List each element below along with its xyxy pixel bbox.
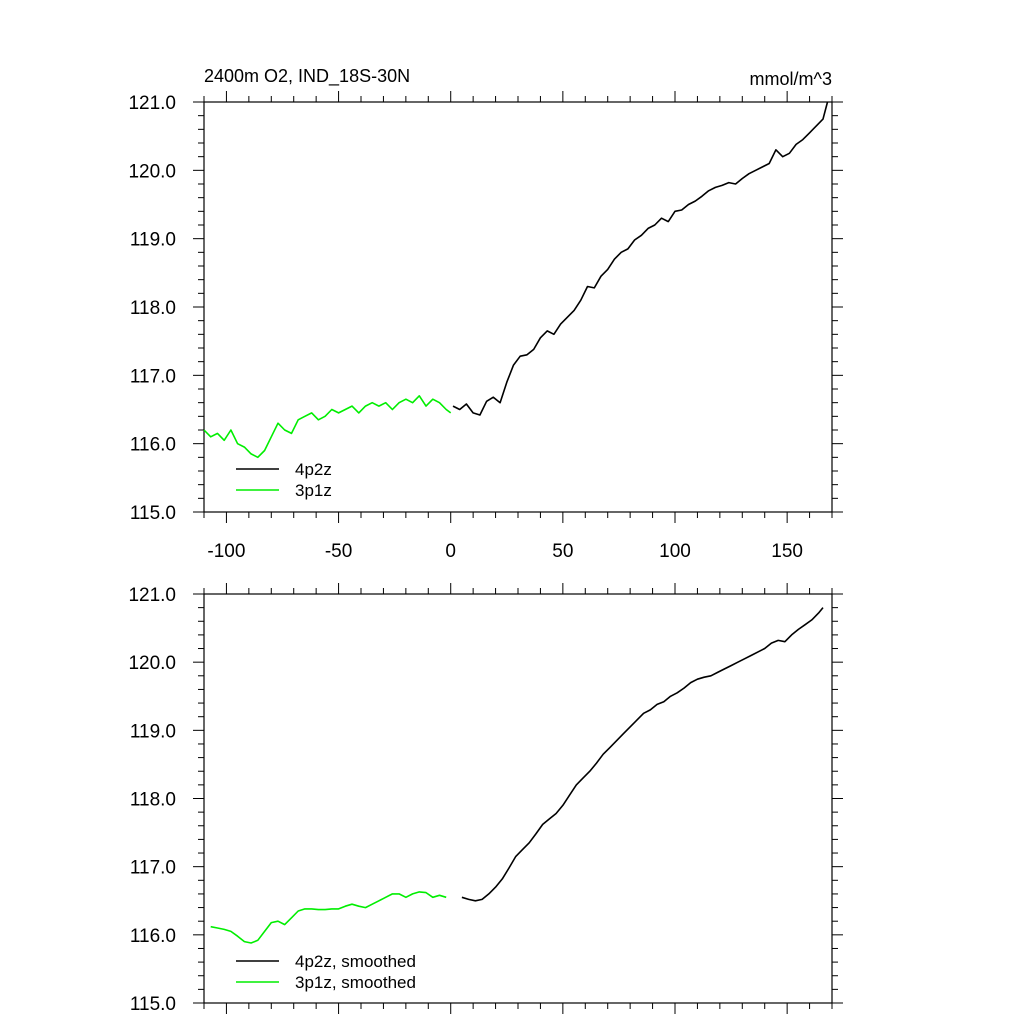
plot-frame [203,101,833,513]
y-tick-label: 115.0 [130,994,176,1015]
top-title-left: 2400m O2, IND_18S-30N [204,66,410,87]
plot-frame [203,593,833,1004]
y-tick-label: 121.0 [128,93,176,114]
bottom-panel: 115.0 116.0 117.0 118.0 119.0 120.0 121.0 4p2z,… [128,583,843,1015]
y-tick-label: 121.0 [128,585,176,606]
y-tick-label: 118.0 [130,298,176,319]
series-line-4p2z-smoothed [461,607,824,902]
top-panel: 115.0 116.0 117.0 118.0 119.0 120.0 121.0 -100 -… [128,91,843,562]
series-line-3p1z-smoothed [210,891,447,944]
x-tick-label: 0 [445,541,456,562]
y-tick-label: 120.0 [128,161,176,182]
y-tick-label: 118.0 [130,790,176,811]
y-tick-label: 119.0 [130,721,176,742]
legend-label: 4p2z, smoothed [295,952,416,971]
legend-label: 3p1z [295,481,332,500]
y-tick-label: 119.0 [130,230,176,251]
x-tick-label: 100 [659,541,691,562]
series-line-4p2z [452,101,829,416]
y-tick-label: 115.0 [130,503,176,524]
x-tick-label: 50 [552,541,573,562]
y-tick-label: 117.0 [130,858,176,879]
legend-label: 3p1z, smoothed [295,973,416,992]
y-tick-label: 116.0 [130,926,176,947]
series-line-3p1z [203,394,452,459]
x-tick-label: 150 [771,541,803,562]
x-tick-label: -100 [207,541,245,562]
y-tick-label: 120.0 [128,653,176,674]
legend-label: 4p2z [295,460,332,479]
x-tick-label: -50 [325,541,352,562]
top-title-units: mmol/m^3 [750,69,832,89]
y-tick-label: 117.0 [130,366,176,387]
y-tick-label: 116.0 [130,435,176,456]
